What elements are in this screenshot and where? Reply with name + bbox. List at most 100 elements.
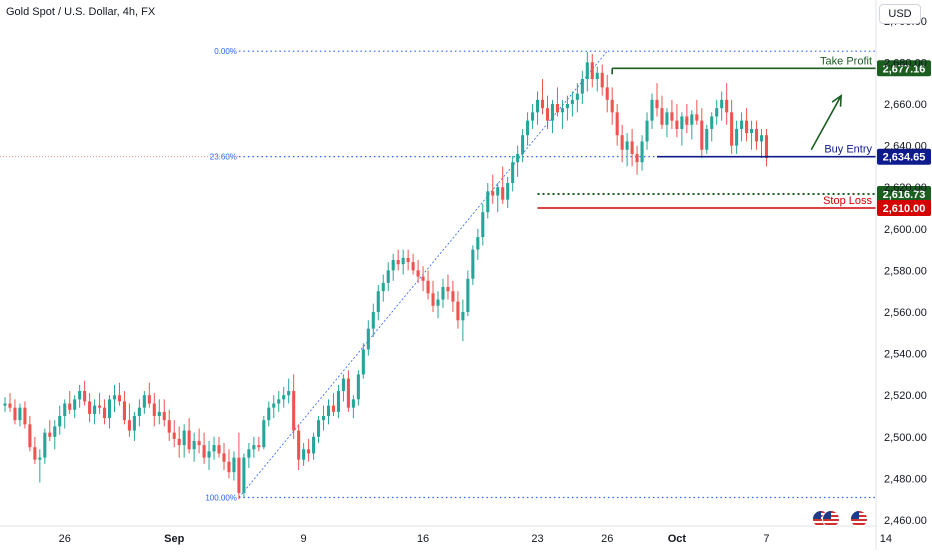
- price-tag-label: 2,634.65: [883, 152, 926, 164]
- candle-body: [277, 399, 281, 404]
- candle-body: [754, 128, 759, 142]
- currency-button[interactable]: USD: [879, 4, 921, 24]
- candle-body: [227, 461, 231, 473]
- candle-body: [705, 128, 709, 150]
- candle-body: [416, 270, 420, 277]
- candle-body: [93, 405, 97, 414]
- candle-body: [441, 287, 445, 300]
- price-tag-label: 2,610.00: [883, 203, 926, 215]
- x-tick-label: 9: [301, 533, 307, 545]
- candle-body: [745, 120, 749, 134]
- x-tick-label: 26: [601, 533, 613, 545]
- y-tick-label: 2,660.00: [884, 99, 927, 111]
- y-tick-label: 2,540.00: [884, 349, 927, 361]
- candle-body: [297, 430, 301, 460]
- candle-body: [386, 270, 390, 283]
- candle-body: [764, 135, 769, 159]
- candle-body: [506, 183, 510, 200]
- price-tag-box: [877, 186, 931, 203]
- candle-body: [152, 403, 156, 416]
- candle-body: [83, 391, 87, 402]
- candle-body: [222, 453, 226, 462]
- candle-body: [759, 135, 764, 142]
- candle-body: [575, 93, 579, 100]
- candle-body: [535, 99, 540, 113]
- candle-body: [436, 299, 440, 306]
- y-tick-label: 2,500.00: [884, 432, 927, 444]
- candle-body: [182, 430, 186, 446]
- y-tick-label: 2,680.00: [884, 57, 927, 69]
- candle-body: [560, 108, 564, 113]
- candle-body: [540, 99, 545, 109]
- price-tag-label: 2,677.16: [883, 63, 926, 75]
- candle-body: [232, 457, 236, 473]
- candle-body: [730, 112, 734, 146]
- candle-body: [321, 416, 326, 421]
- candle-body: [735, 128, 739, 146]
- candle-body: [38, 457, 42, 460]
- candle-body: [8, 403, 12, 408]
- us-flag-icon[interactable]: [850, 510, 868, 528]
- candle-body: [197, 440, 201, 446]
- candle-body: [511, 162, 515, 184]
- y-tick-label: 2,600.00: [884, 224, 927, 236]
- candle-body: [88, 401, 92, 414]
- candle-body: [73, 399, 77, 410]
- candle-body: [23, 407, 27, 425]
- candle-body: [590, 62, 594, 80]
- us-flag-icon[interactable]: [822, 510, 840, 528]
- x-tick-label: 26: [59, 533, 71, 545]
- y-tick-label: 2,480.00: [884, 473, 927, 485]
- price-tag-box: [877, 148, 931, 165]
- candle-body: [207, 451, 211, 458]
- candle-body: [720, 99, 724, 109]
- candle-body: [172, 432, 176, 439]
- candle-body: [476, 237, 480, 250]
- candle-body: [615, 112, 619, 136]
- candle-body: [162, 411, 166, 421]
- candle-body: [282, 395, 286, 400]
- candle-body: [446, 287, 450, 292]
- price-tag-label: 2,616.73: [883, 189, 926, 201]
- candle-body: [685, 116, 689, 125]
- candle-body: [630, 141, 634, 154]
- candle-body: [391, 260, 395, 271]
- candle-body: [237, 457, 241, 493]
- fib-level-label: 23.60%: [210, 153, 237, 162]
- candle-body: [461, 312, 465, 321]
- candle-body: [635, 153, 639, 163]
- candle-body: [406, 257, 410, 263]
- candle-body: [302, 449, 306, 460]
- y-tick-label: 2,620.00: [884, 182, 927, 194]
- candle-body: [545, 108, 550, 121]
- candle-body: [112, 395, 117, 400]
- fib-level-label: 0.00%: [214, 47, 237, 56]
- candle-body: [312, 436, 316, 454]
- candle-body: [570, 99, 574, 104]
- candle-body: [431, 293, 435, 306]
- candle-body: [640, 141, 644, 163]
- candle-body: [580, 79, 584, 94]
- candle-body: [491, 191, 495, 196]
- candle-body: [645, 120, 649, 142]
- candle-body: [451, 291, 455, 302]
- candle-body: [501, 187, 505, 200]
- candle-body: [725, 99, 729, 113]
- candle-body: [267, 407, 271, 421]
- candle-body: [217, 445, 221, 454]
- candle-body: [137, 407, 141, 416]
- candle-body: [53, 426, 57, 437]
- candle-body: [157, 411, 161, 416]
- candle-body: [710, 116, 714, 129]
- candle-body: [117, 395, 122, 402]
- candle-body: [122, 401, 126, 421]
- candle-body: [715, 108, 719, 117]
- candle-body: [486, 191, 490, 213]
- y-tick-label: 2,580.00: [884, 265, 927, 277]
- level-name-label: Stop Loss: [823, 195, 872, 207]
- candle-body: [336, 391, 341, 412]
- candle-body: [331, 405, 336, 412]
- candle-body: [496, 187, 500, 196]
